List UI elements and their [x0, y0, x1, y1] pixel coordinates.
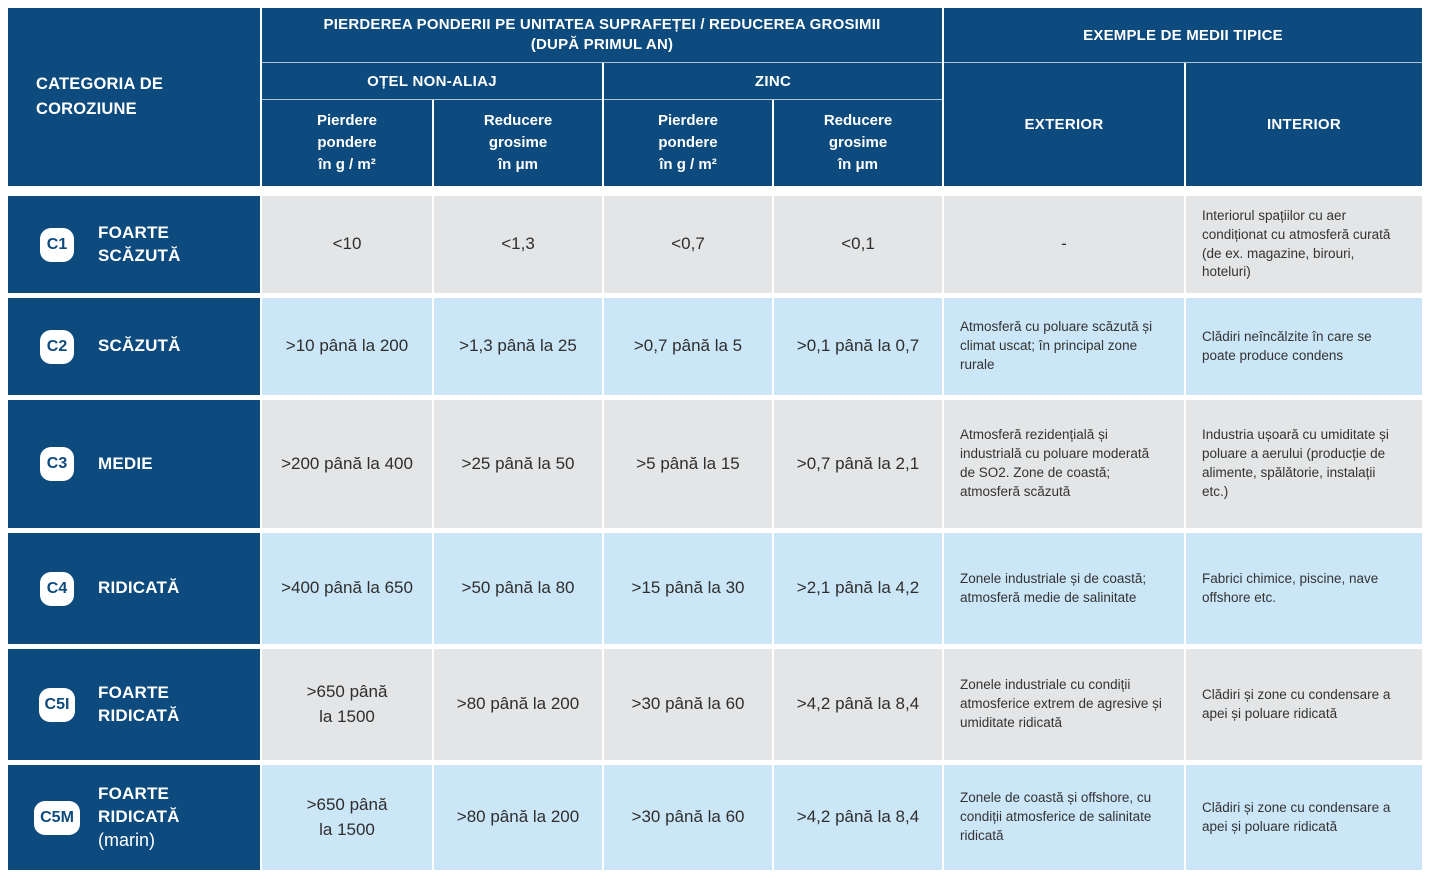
header-zinc-group: ZINC [604, 63, 942, 100]
row-c3-steel-thickness-reduction: >25 până la 50 [434, 400, 602, 528]
row-c5m-steel-weight-loss: >650 până la 1500 [262, 765, 432, 870]
row-c2-badge-slot: C2 [28, 329, 86, 364]
row-c5i-badge-slot: C5I [28, 687, 86, 722]
row-c4-steel-thickness-reduction: >50 până la 80 [434, 533, 602, 644]
row-c3-badge-slot: C3 [28, 447, 86, 481]
header-zinc-weight-loss: Pierdere pondere în g / m² [604, 100, 772, 186]
row-c5m-badge-slot: C5M [28, 800, 86, 835]
row-c2-zinc-weight-loss: >0,7 până la 5 [604, 298, 772, 395]
row-c5m-code-badge: C5M [34, 800, 80, 835]
row-c1-zinc-weight-loss: <0,7 [604, 196, 772, 293]
row-c2-interior-example: Clădiri neîncălzite în care se poate pro… [1186, 298, 1422, 395]
row-c3-zinc-thickness-reduction: >0,7 până la 2,1 [774, 400, 942, 528]
row-c1-steel-thickness-reduction: <1,3 [434, 196, 602, 293]
row-c2-steel-weight-loss: >10 până la 200 [262, 298, 432, 395]
row-c5i-steel-thickness-reduction: >80 până la 200 [434, 649, 602, 760]
row-c4-label: RIDICATĂ [98, 578, 180, 598]
row-c2-exterior-example: Atmosferă cu poluare scăzută și climat u… [944, 298, 1184, 395]
header-steel-weight-loss: Pierdere pondere în g / m² [262, 100, 432, 186]
row-c5i-zinc-weight-loss: >30 până la 60 [604, 649, 772, 760]
row-c1-zinc-thickness-reduction: <0,1 [774, 196, 942, 293]
row-c4-category: C4 RIDICATĂ [8, 533, 260, 644]
row-c3-zinc-weight-loss: >5 până la 15 [604, 400, 772, 528]
header-exterior: EXTERIOR [944, 63, 1184, 186]
row-c3-steel-weight-loss: >200 până la 400 [262, 400, 432, 528]
row-c5m-label: FOARTE RIDICATĂ [98, 784, 180, 827]
row-c1-code-badge: C1 [40, 227, 74, 262]
row-c5i-steel-weight-loss: >650 până la 1500 [262, 649, 432, 760]
row-c4-steel-weight-loss: >400 până la 650 [262, 533, 432, 644]
row-c3-code-badge: C3 [40, 447, 74, 481]
row-c5m-interior-example: Clădiri și zone cu condensare a apei și … [1186, 765, 1422, 870]
row-c3-interior-example: Industria ușoară cu umiditate și poluare… [1186, 400, 1422, 528]
row-c5i-label: FOARTE RIDICATĂ [98, 682, 180, 725]
row-c1-interior-example: Interiorul spațiilor cu aer condiționat … [1186, 196, 1422, 293]
row-c5m-zinc-thickness-reduction: >4,2 până la 8,4 [774, 765, 942, 870]
row-c5i-zinc-thickness-reduction: >4,2 până la 8,4 [774, 649, 942, 760]
corrosion-categories-table: CATEGORIA DE COROZIUNE PIERDEREA PONDERI… [8, 8, 1431, 870]
row-c3-label: MEDIE [98, 453, 153, 473]
header-category-column: CATEGORIA DE COROZIUNE [8, 8, 260, 186]
row-c5m-label-suffix: (marin) [98, 830, 155, 851]
row-c4-zinc-weight-loss: >15 până la 30 [604, 533, 772, 644]
header-zinc-thickness-reduction: Reducere grosime în μm [774, 100, 942, 186]
row-c4-badge-slot: C4 [28, 571, 86, 606]
row-c5i-code-badge: C5I [38, 687, 76, 722]
row-c4-exterior-example: Zonele industriale și de coastă; atmosfe… [944, 533, 1184, 644]
row-c5m-category: C5M FOARTE RIDICATĂ (marin) [8, 765, 260, 870]
row-c2-steel-thickness-reduction: >1,3 până la 25 [434, 298, 602, 395]
header-environment-examples-group: EXEMPLE DE MEDII TIPICE [944, 8, 1422, 63]
row-c2-code-badge: C2 [40, 329, 74, 364]
row-c2-category: C2 SCĂZUTĂ [8, 298, 260, 395]
row-c3-exterior-example: Atmosferă rezidențială și industrială cu… [944, 400, 1184, 528]
row-c5i-exterior-example: Zonele industriale cu condiții atmosferi… [944, 649, 1184, 760]
row-c4-code-badge: C4 [40, 571, 74, 606]
row-c1-steel-weight-loss: <10 [262, 196, 432, 293]
row-c4-zinc-thickness-reduction: >2,1 până la 4,2 [774, 533, 942, 644]
row-c5m-exterior-example: Zonele de coastă și offshore, cu condiți… [944, 765, 1184, 870]
row-c3-category: C3 MEDIE [8, 400, 260, 528]
row-c2-zinc-thickness-reduction: >0,1 până la 0,7 [774, 298, 942, 395]
row-c1-badge-slot: C1 [28, 227, 86, 262]
row-c1-exterior-example: - [944, 196, 1184, 293]
row-c4-interior-example: Fabrici chimice, piscine, nave offshore … [1186, 533, 1422, 644]
row-c2-label: SCĂZUTĂ [98, 336, 181, 356]
row-c1-label: FOARTE SCĂZUTĂ [98, 222, 181, 265]
row-c1-category: C1 FOARTE SCĂZUTĂ [8, 196, 260, 293]
header-weight-loss-group: PIERDEREA PONDERII PE UNITATEA SUPRAFEȚE… [262, 8, 942, 63]
header-steel-group: OȚEL NON-ALIAJ [262, 63, 602, 100]
row-c5i-category: C5I FOARTE RIDICATĂ [8, 649, 260, 760]
row-c5m-steel-thickness-reduction: >80 până la 200 [434, 765, 602, 870]
header-steel-thickness-reduction: Reducere grosime în μm [434, 100, 602, 186]
row-c5i-interior-example: Clădiri și zone cu condensare a apei și … [1186, 649, 1422, 760]
row-c5m-zinc-weight-loss: >30 până la 60 [604, 765, 772, 870]
header-interior: INTERIOR [1186, 63, 1422, 186]
